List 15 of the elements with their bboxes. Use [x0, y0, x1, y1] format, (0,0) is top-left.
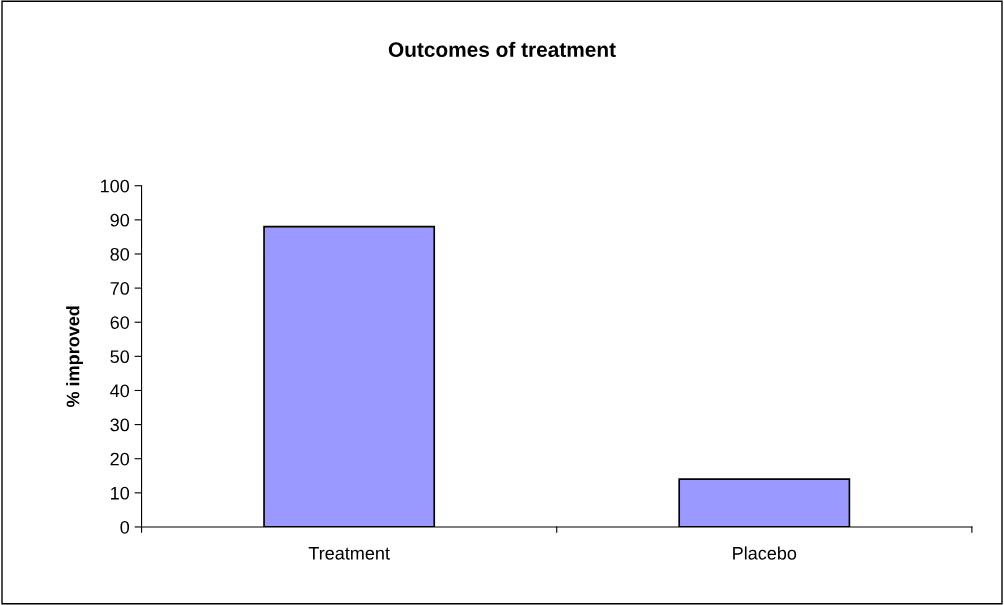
y-tick-label: 60: [110, 316, 130, 329]
y-tick-label: 80: [110, 247, 130, 261]
y-tick-label: 30: [110, 418, 130, 432]
y-axis-title: % improved: [66, 306, 83, 408]
y-tick-label: 40: [110, 384, 130, 398]
y-tick-label: 10: [111, 486, 130, 500]
y-tick-label: 0: [120, 520, 130, 534]
y-tick-label: 90: [110, 213, 130, 227]
x-tick-label: Placebo: [733, 546, 797, 560]
y-tick-label: 70: [110, 282, 130, 295]
x-tick-label: Treatment: [308, 547, 390, 560]
y-tick-label: 100: [101, 179, 130, 193]
y-tick-label: 50: [110, 350, 130, 364]
chart-title: Outcomes of treatment: [388, 41, 616, 58]
y-tick-label: 20: [110, 452, 130, 466]
